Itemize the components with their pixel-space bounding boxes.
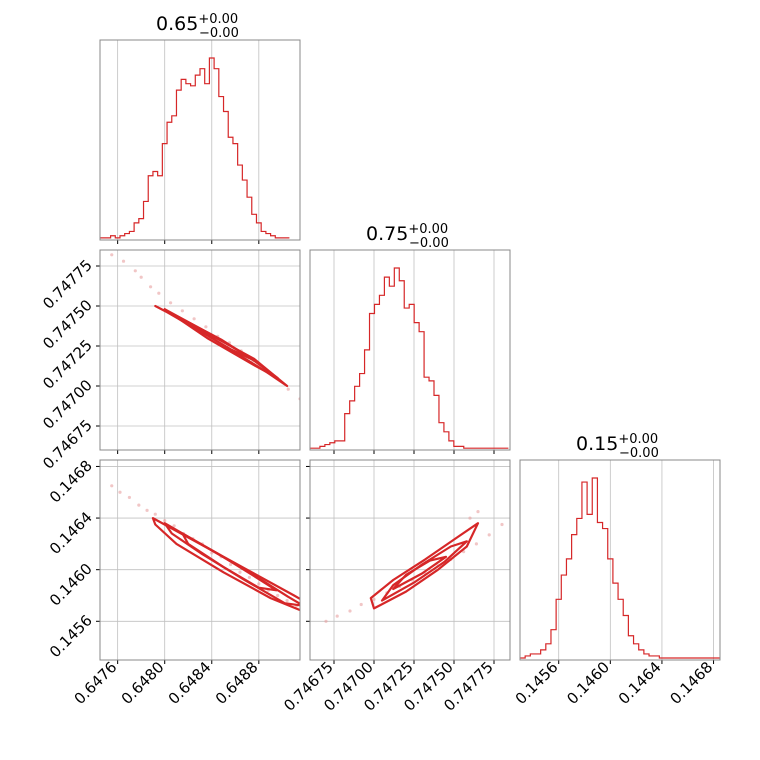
panel-background [520, 460, 720, 660]
scatter-point [285, 599, 289, 603]
scatter-point [474, 542, 478, 546]
panel-title-3: 0.15+0.00 [576, 432, 658, 455]
scatter-point [372, 597, 376, 601]
histogram-panel-2 [309, 249, 511, 454]
contour-level-3 [177, 316, 256, 362]
scatter-point [110, 253, 114, 257]
scatter-panel-1-0 [96, 249, 301, 454]
panel-background [100, 460, 300, 660]
scatter-point [487, 533, 491, 537]
panel-background [100, 250, 300, 450]
panel-frame [309, 249, 511, 451]
scatter-panel-2-0 [96, 459, 301, 664]
panel-content [110, 484, 300, 612]
panel-background [310, 250, 510, 450]
scatter-point [137, 503, 141, 507]
panel-title-lower-1: −0.00 [199, 26, 239, 41]
histogram-line [100, 57, 290, 239]
histogram-line [520, 477, 720, 659]
scatter-point [359, 602, 363, 607]
panel-frame [519, 459, 721, 661]
panel-frame [99, 39, 301, 241]
scatter-point [238, 570, 242, 574]
scatter-point [168, 301, 173, 305]
scatter-point [468, 516, 472, 520]
panel-content [110, 253, 300, 401]
contour-level-2 [380, 540, 468, 602]
panel-frame [99, 459, 301, 661]
scatter-point [335, 614, 339, 618]
scatter-point [500, 522, 504, 527]
panel-frame [309, 459, 511, 661]
scatter-point [476, 510, 480, 514]
scatter-point [110, 484, 114, 488]
scatter-point [276, 593, 280, 598]
panel-title-2: 0.75+0.00 [366, 222, 448, 245]
scatter-point [133, 269, 137, 273]
panel-title-lower-2: −0.00 [409, 236, 449, 251]
scatter-point [180, 309, 184, 313]
scatter-point [324, 619, 328, 623]
scatter-point [286, 387, 290, 391]
contour-level-3 [181, 532, 278, 592]
contour-level-1 [369, 522, 480, 610]
panel-title-lower-3: −0.00 [619, 446, 659, 461]
scatter-point [148, 285, 153, 289]
panel-title-1: 0.65+0.00 [156, 12, 238, 35]
scatter-point [247, 575, 252, 580]
scatter-point [163, 519, 167, 523]
scatter-point [192, 317, 196, 321]
scatter-point [145, 508, 149, 512]
scatter-point [127, 495, 132, 500]
scatter-point [204, 325, 208, 329]
panel-content [324, 510, 504, 623]
histogram-line [310, 267, 509, 449]
histogram-panel-1 [99, 39, 301, 244]
scatter-point [153, 512, 157, 516]
scatter-panel-2-1 [306, 459, 511, 664]
scatter-point [172, 524, 176, 528]
contour-level-3 [392, 555, 448, 591]
scatter-point [348, 609, 352, 613]
scatter-point [139, 275, 143, 279]
histogram-panel-3 [519, 459, 721, 664]
panel-frame [99, 249, 301, 451]
scatter-point [121, 259, 126, 263]
panel-background [310, 460, 510, 660]
scatter-point [157, 291, 161, 295]
scatter-point [257, 582, 261, 586]
scatter-point [118, 490, 122, 494]
scatter-point [228, 562, 233, 567]
